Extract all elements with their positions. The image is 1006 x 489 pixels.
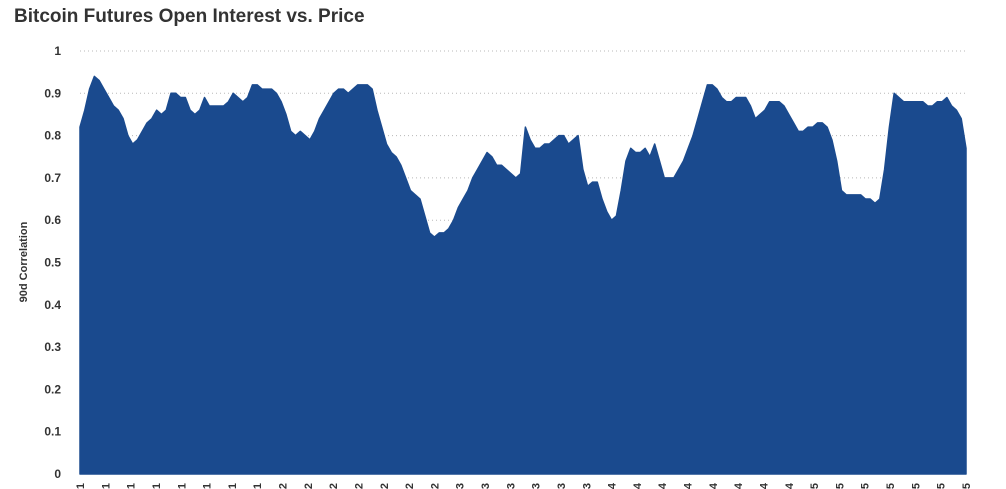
y-tick-label: 0.6 xyxy=(44,213,61,227)
x-tick-label: 2 xyxy=(379,483,391,489)
x-tick-label: 5 xyxy=(809,483,821,489)
y-tick-label: 0.3 xyxy=(44,340,61,354)
x-tick-label: 3 xyxy=(505,483,517,489)
x-tick-label: 2 xyxy=(404,483,416,489)
area-series xyxy=(79,75,967,475)
x-tick-label: 5 xyxy=(961,483,973,489)
x-tick-label: 1 xyxy=(227,483,239,489)
chart-title: Bitcoin Futures Open Interest vs. Price xyxy=(14,6,365,27)
x-tick-label: 5 xyxy=(936,483,948,489)
correlation-area xyxy=(79,75,967,475)
x-tick-label: 1 xyxy=(202,483,214,489)
x-tick-label: 1 xyxy=(151,483,163,489)
x-tick-label: 4 xyxy=(708,482,720,489)
y-tick-label: 0.8 xyxy=(44,129,61,143)
x-tick-label: 2 xyxy=(353,483,365,489)
x-tick-label: 5 xyxy=(885,483,897,489)
x-tick-label: 4 xyxy=(758,482,770,489)
x-tick-label: 3 xyxy=(455,483,467,489)
y-tick-label: 0.4 xyxy=(44,298,61,312)
x-tick-label: 5 xyxy=(834,483,846,489)
x-tick-label: 4 xyxy=(733,482,745,489)
x-tick-label: 5 xyxy=(910,483,922,489)
x-axis-ticks: 1 1 1 1 1 1 1 1 2 2 2 2 2 2 2 3 3 3 3 3 3 4 4 4 4 4 4 4 4 5 5 5 5 5 5 5 xyxy=(75,482,973,489)
x-tick-label: 4 xyxy=(784,482,796,489)
x-tick-label: 4 xyxy=(657,482,669,489)
x-tick-label: 2 xyxy=(429,483,441,489)
x-tick-label: 1 xyxy=(252,483,264,489)
x-tick-label: 1 xyxy=(176,483,188,489)
x-tick-label: 4 xyxy=(683,482,695,489)
y-tick-label: 1 xyxy=(54,44,61,58)
y-axis-ticks: 0 0.1 0.2 0.3 0.4 0.5 0.6 0.7 0.8 0.9 1 xyxy=(44,44,61,481)
y-tick-label: 0.7 xyxy=(44,171,61,185)
x-tick-label: 5 xyxy=(860,483,872,489)
x-tick-label: 2 xyxy=(328,483,340,489)
x-tick-label: 3 xyxy=(581,483,593,489)
x-tick-label: 4 xyxy=(632,482,644,489)
x-tick-label: 3 xyxy=(556,483,568,489)
y-tick-label: 0.2 xyxy=(44,382,61,396)
x-tick-label: 1 xyxy=(100,483,112,489)
y-tick-label: 0.9 xyxy=(44,86,61,100)
x-tick-label: 4 xyxy=(607,482,619,489)
y-tick-label: 0.5 xyxy=(44,256,61,270)
y-tick-label: 0 xyxy=(54,467,61,481)
x-tick-label: 1 xyxy=(126,483,138,489)
x-tick-label: 1 xyxy=(75,483,87,489)
x-tick-label: 2 xyxy=(278,483,290,489)
y-tick-label: 0.1 xyxy=(44,425,61,439)
x-tick-label: 3 xyxy=(531,483,543,489)
x-tick-label: 3 xyxy=(480,483,492,489)
x-tick-label: 2 xyxy=(303,483,315,489)
